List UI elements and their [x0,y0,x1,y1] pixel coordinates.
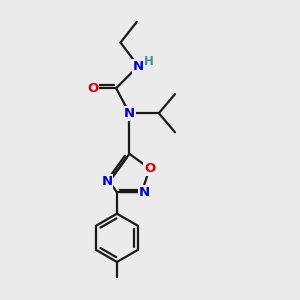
Text: N: N [133,60,144,73]
Text: N: N [139,186,150,199]
Text: N: N [124,107,135,120]
Text: O: O [144,162,155,175]
Text: O: O [87,82,98,95]
Text: H: H [144,55,154,68]
Text: N: N [101,175,112,188]
